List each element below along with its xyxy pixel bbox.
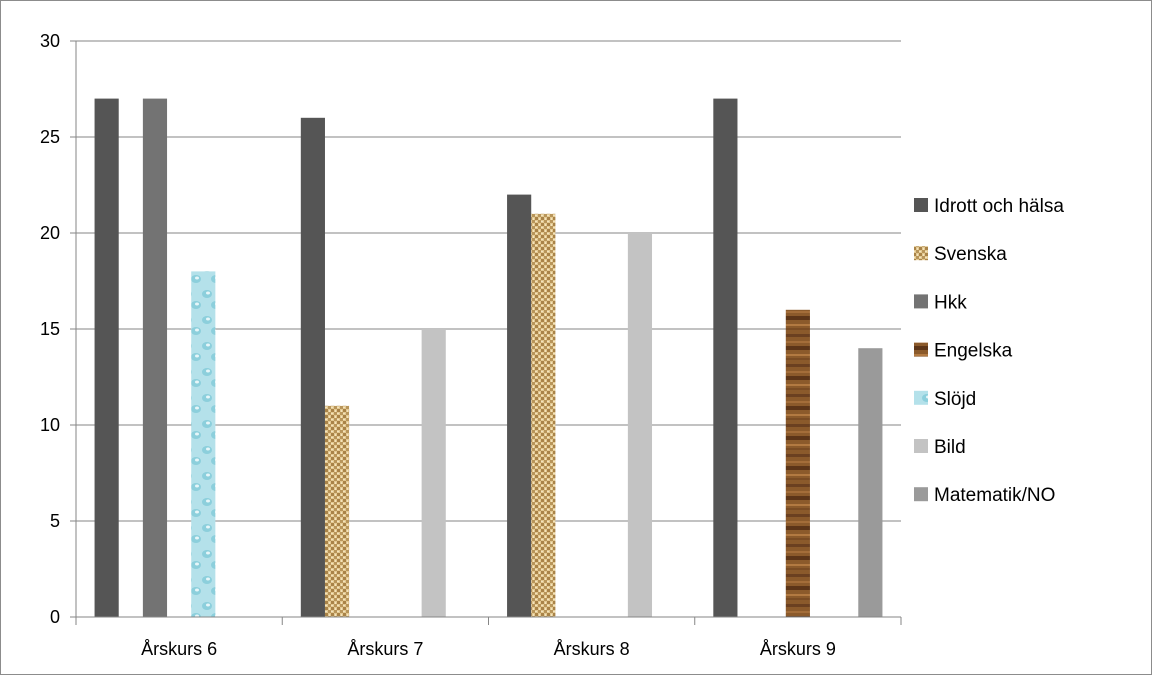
legend-label: Hkk bbox=[934, 292, 967, 313]
legend-label: Engelska bbox=[934, 341, 1013, 362]
legend-swatch bbox=[914, 487, 928, 502]
bar-svenska-2 bbox=[324, 405, 350, 617]
legend: Idrott och hälsa Svenska Hkk Engelska Slöjd B… bbox=[914, 196, 1064, 506]
bar-engelska-4 bbox=[785, 309, 810, 617]
bar-matematik-no-4 bbox=[858, 348, 883, 617]
bar-svenska-3 bbox=[531, 213, 556, 618]
bars bbox=[94, 98, 883, 618]
bar-idrott-och-h-lsa-2 bbox=[300, 117, 325, 618]
legend-swatch bbox=[914, 246, 928, 261]
bar-sl-jd-1 bbox=[191, 271, 216, 617]
y-tick-label: 0 bbox=[50, 607, 60, 627]
y-tick-label: 10 bbox=[40, 415, 60, 435]
bar-bild-2 bbox=[421, 329, 446, 617]
legend-swatch bbox=[914, 294, 928, 309]
y-tick-label: 20 bbox=[40, 223, 60, 243]
bar-hkk-1 bbox=[142, 98, 168, 618]
bar-idrott-och-h-lsa-3 bbox=[507, 194, 532, 617]
y-tick-label: 30 bbox=[40, 31, 60, 51]
bar-idrott-och-h-lsa-4 bbox=[713, 98, 738, 618]
legend-swatch bbox=[914, 439, 928, 453]
legend-label: Matematik/NO bbox=[934, 485, 1055, 506]
legend-swatch bbox=[914, 198, 928, 212]
legend-label: Svenska bbox=[934, 244, 1007, 265]
y-tick-label: 15 bbox=[40, 319, 60, 339]
x-tick-label: Årskurs 6 bbox=[141, 639, 217, 659]
legend-label: Slöjd bbox=[934, 389, 976, 410]
x-tick-label: Årskurs 8 bbox=[554, 639, 630, 659]
y-tick-label: 25 bbox=[40, 127, 60, 147]
y-tick-labels: 0 5 10 15 20 25 30 bbox=[40, 31, 60, 627]
legend-swatch bbox=[914, 390, 928, 405]
legend-swatch bbox=[914, 342, 928, 357]
bar-bild-3 bbox=[627, 233, 653, 617]
legend-label: Idrott och hälsa bbox=[934, 196, 1064, 217]
legend-label: Bild bbox=[934, 437, 966, 458]
x-tick-label: Årskurs 7 bbox=[347, 639, 423, 659]
x-tick-labels: Årskurs 6 Årskurs 7 Årskurs 8 Årskurs 9 bbox=[141, 639, 836, 659]
x-tick-label: Årskurs 9 bbox=[760, 639, 836, 659]
bar-idrott-och-h-lsa-1 bbox=[94, 98, 119, 618]
y-tick-label: 5 bbox=[50, 511, 60, 531]
axes bbox=[70, 40, 902, 625]
